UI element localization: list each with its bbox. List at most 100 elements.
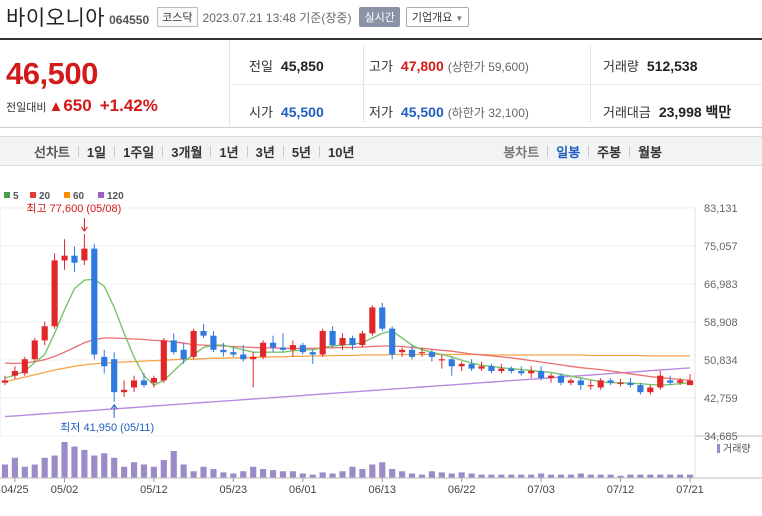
toolbar-divider	[547, 145, 549, 157]
candle-body	[359, 333, 366, 346]
period-1w-button[interactable]: 1주일	[123, 144, 155, 160]
x-tick-label: 05/23	[220, 484, 248, 496]
candle-body	[260, 342, 267, 357]
volume-bar	[597, 474, 604, 478]
volume-bar	[210, 469, 217, 478]
volume-bar	[269, 470, 277, 478]
volume-bar	[230, 473, 237, 478]
period-1d-button[interactable]: 1일	[86, 144, 107, 160]
volume-bar	[567, 474, 574, 478]
candle-body	[686, 380, 694, 386]
volume-bar	[21, 466, 28, 478]
line-chart-button[interactable]: 선차트	[34, 144, 70, 160]
candle-body	[498, 368, 505, 371]
monthly-candle-button[interactable]: 월봉	[638, 144, 662, 160]
candle-body	[11, 370, 18, 376]
volume-bar	[51, 455, 58, 478]
volume-bar	[667, 474, 674, 478]
candle-body	[547, 375, 555, 379]
price-box: 46,500 전일대비 ▲ 650 +1.42%	[0, 40, 230, 128]
quote-datetime: 2023.07.21 13:48 기준(장중)	[202, 10, 352, 25]
candle-body	[91, 248, 98, 355]
x-tick-label: 06/01	[289, 484, 317, 496]
x-tick-label: 06/22	[448, 484, 476, 496]
y-tick-label: 66,983	[704, 279, 738, 291]
company-info-button[interactable]: 기업개요 ▼	[405, 7, 470, 27]
toolbar-divider	[282, 145, 284, 157]
volume-bar	[627, 474, 634, 478]
candle-body	[279, 347, 287, 350]
candle-body	[1, 380, 9, 383]
period-3y-button[interactable]: 3년	[255, 144, 275, 160]
day-low: 저가 45,500 (하한가 32,100)	[369, 102, 529, 121]
candle-body	[518, 370, 525, 374]
volume-bar	[547, 474, 555, 478]
legend-label-20: 20	[39, 191, 51, 202]
candle-body	[478, 366, 485, 369]
volume-bar	[71, 446, 78, 478]
period-10y-button[interactable]: 10년	[328, 144, 355, 160]
volume-bar	[220, 472, 227, 478]
candle-body	[111, 359, 118, 393]
high-arrow-head-icon	[80, 226, 88, 232]
period-3m-button[interactable]: 3개월	[171, 144, 203, 160]
day-high-label: 고가	[369, 59, 393, 74]
trade-amount-label: 거래대금	[603, 105, 651, 120]
candle-body	[607, 380, 614, 383]
volume-bar	[200, 466, 207, 478]
candle-body	[389, 328, 396, 355]
prev-close: 전일 45,850	[249, 56, 324, 75]
volume-bar	[577, 473, 584, 478]
volume-bar	[31, 464, 38, 478]
stock-code: 064550	[109, 13, 150, 27]
trade-amount-value: 23,998 백만	[658, 104, 732, 120]
volume-bar	[448, 473, 455, 478]
candle-body	[250, 356, 257, 360]
high-annotation-label: 최고 77,600 (05/08)	[26, 202, 121, 215]
y-tick-label: 58,908	[704, 317, 738, 329]
market-badge: 코스닥	[157, 7, 198, 27]
candle-body	[190, 330, 197, 357]
realtime-button[interactable]: 실시간	[359, 7, 400, 27]
candle-body	[140, 380, 148, 386]
up-triangle-icon: ▲	[48, 98, 64, 115]
volume-bar	[657, 474, 664, 478]
toolbar-divider	[210, 145, 212, 157]
volume-bar	[240, 471, 247, 478]
volume-bar	[587, 474, 594, 478]
candle-chart-button[interactable]: 봉차트	[503, 144, 540, 160]
legend-swatch-60	[64, 192, 70, 198]
volume-bar	[250, 466, 257, 478]
period-5y-button[interactable]: 5년	[291, 144, 312, 160]
candle-body	[458, 363, 465, 367]
candle-body	[200, 330, 207, 336]
candle-body	[309, 352, 316, 355]
y-tick-label: 83,131	[704, 203, 738, 215]
candle-body	[71, 255, 78, 263]
toolbar-divider	[319, 145, 321, 157]
candle-body	[428, 352, 435, 357]
volume-bar	[607, 474, 614, 478]
weekly-candle-button[interactable]: 주봉	[597, 144, 622, 160]
volume-bar	[180, 464, 187, 478]
candle-body	[220, 349, 227, 353]
volume-bar	[289, 471, 296, 478]
candle-body	[448, 359, 455, 367]
open-price: 시가 45,500	[249, 102, 324, 121]
volume-bar	[260, 469, 267, 478]
change-label: 전일대비	[6, 102, 47, 114]
period-1y-button[interactable]: 1년	[219, 144, 239, 160]
volume-bar	[329, 473, 336, 478]
volume-bar	[468, 473, 475, 478]
candle-body	[21, 359, 28, 374]
x-tick-label: 05/12	[140, 484, 168, 496]
daily-candle-button[interactable]: 일봉	[556, 144, 581, 160]
prev-close-value: 45,850	[280, 58, 324, 74]
volume-bar	[130, 462, 138, 478]
volume-bar	[438, 472, 445, 478]
toolbar-divider	[588, 145, 590, 157]
day-high: 고가 47,800 (상한가 59,600)	[369, 56, 529, 75]
y-tick-label: 50,834	[704, 355, 738, 367]
x-tick-label: 05/02	[51, 484, 79, 496]
quote-row-divider	[231, 84, 762, 85]
